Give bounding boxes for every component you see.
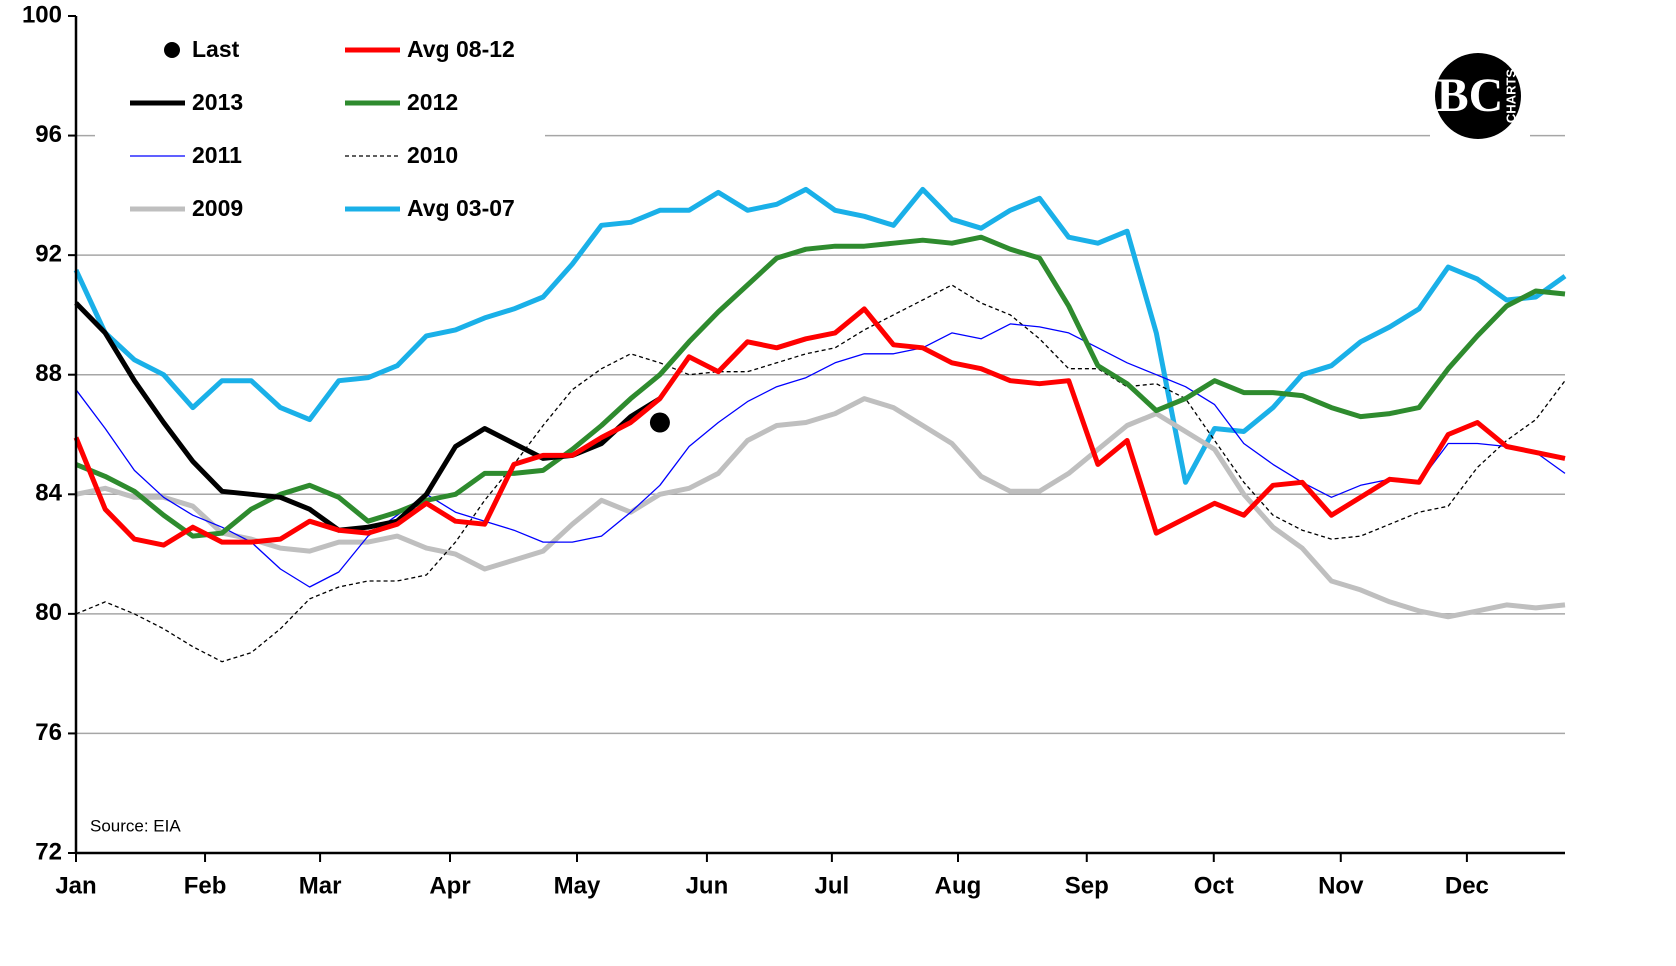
x-tick-label: Aug <box>935 872 982 899</box>
legend-marker <box>164 42 180 58</box>
plot: 72 76 80 84 88 92 96 100 Jan Feb Mar Apr May Jun Jul Au… <box>22 1 1567 899</box>
x-tick-label: Jan <box>55 872 96 899</box>
y-tick-label: 72 <box>35 838 62 865</box>
legend-label: 2010 <box>407 142 458 168</box>
annotation: Source: EIA <box>90 816 181 835</box>
x-tick-label: May <box>554 872 601 899</box>
series-line <box>73 306 1566 548</box>
x-tick-label: Feb <box>184 872 227 899</box>
legend-label: Avg 08-12 <box>407 36 515 62</box>
legend-label: 2009 <box>192 195 243 221</box>
y-tick-label: 88 <box>35 360 62 387</box>
legend-label: Last <box>192 36 240 62</box>
series-line <box>75 234 1566 539</box>
y-tick-label: 96 <box>35 121 62 148</box>
y-tick-label: 76 <box>35 719 62 746</box>
x-tick-label: Nov <box>1318 872 1364 899</box>
x-tick-label: Jun <box>686 872 729 899</box>
logo-badge <box>1435 53 1521 139</box>
logo-word: CHARTS <box>1503 69 1518 123</box>
series-line <box>75 284 1566 663</box>
series-line <box>75 396 1566 620</box>
y-tick-label: 80 <box>35 599 62 626</box>
logo-letters: BC <box>1437 69 1504 122</box>
series-line <box>73 186 1567 485</box>
legend-background <box>95 24 545 236</box>
legend-label: 2011 <box>192 142 242 168</box>
series-group <box>73 186 1567 663</box>
legend-label: Avg 03-07 <box>407 195 515 221</box>
x-tick-label: Jul <box>815 872 850 899</box>
y-tick-label: 100 <box>22 1 62 28</box>
y-tick-label: 84 <box>35 480 62 507</box>
x-tick-label: Dec <box>1445 872 1489 899</box>
x-tick-label: Sep <box>1065 872 1109 899</box>
legend-label: 2013 <box>192 89 243 115</box>
last-marker <box>649 412 670 433</box>
series-line <box>75 323 1566 588</box>
y-tick-label: 92 <box>35 240 62 267</box>
x-tick-label: Apr <box>429 872 470 899</box>
legend-label: 2012 <box>407 89 458 115</box>
x-tick-label: Oct <box>1194 872 1234 899</box>
x-tick-label: Mar <box>299 872 342 899</box>
logo: BC CHARTS <box>1435 53 1521 139</box>
